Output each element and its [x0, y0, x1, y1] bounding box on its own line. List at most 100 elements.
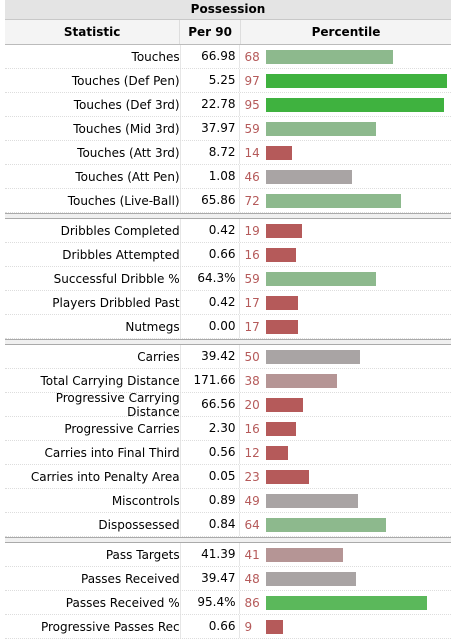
- percentile-cell: 97: [239, 69, 451, 92]
- percentile-bar: [266, 121, 377, 136]
- table-body: Touches 66.98 68 Touches (Def Pen) 5.25 97 Tou…: [5, 45, 451, 639]
- stat-label: Touches (Att 3rd): [77, 145, 180, 160]
- table-row: Players Dribbled Past 0.42 17: [5, 291, 451, 315]
- percentile-bar: [266, 295, 299, 310]
- per90-value: 0.00: [179, 315, 240, 338]
- percentile-value: 19: [244, 223, 260, 238]
- percentile-cell: 49: [239, 489, 451, 512]
- stat-label: Pass Targets: [105, 547, 180, 562]
- percentile-bar: [266, 193, 402, 208]
- percentile-value: 64: [244, 517, 260, 532]
- percentile-value: 38: [244, 373, 260, 388]
- per90-value: 171.66: [179, 369, 240, 392]
- percentile-bar: [266, 517, 387, 532]
- percentile-cell: 17: [239, 291, 451, 314]
- percentile-cell: 86: [239, 591, 451, 614]
- stat-label: Touches (Att Pen): [75, 169, 180, 184]
- stat-label: Carries: [137, 349, 180, 364]
- stat-label: Miscontrols: [111, 493, 180, 508]
- percentile-bar: [266, 373, 338, 388]
- percentile-bar: [266, 469, 310, 484]
- percentile-bar: [266, 271, 377, 286]
- table-row: Touches (Att Pen) 1.08 46: [5, 165, 451, 189]
- table-row: Passes Received % 95.4% 86: [5, 591, 451, 615]
- per90-value: 65.86: [179, 189, 240, 212]
- stat-label: Passes Received: [81, 571, 180, 586]
- percentile-bar: [266, 547, 344, 562]
- table-row: Successful Dribble % 64.3% 59: [5, 267, 451, 291]
- per90-value: 1.08: [179, 165, 240, 188]
- table-row: Progressive Passes Rec 0.66 9: [5, 615, 451, 639]
- per90-value: 0.66: [179, 243, 240, 266]
- percentile-value: 23: [244, 469, 260, 484]
- table-row: Touches (Def Pen) 5.25 97: [5, 69, 451, 93]
- table-row: Passes Received 39.47 48: [5, 567, 451, 591]
- percentile-value: 20: [244, 397, 260, 412]
- stat-label: Carries into Final Third: [44, 445, 180, 460]
- percentile-value: 9: [244, 619, 253, 634]
- table-row: Touches (Mid 3rd) 37.97 59: [5, 117, 451, 141]
- per90-value: 0.84: [179, 513, 240, 536]
- percentile-cell: 9: [239, 615, 451, 638]
- percentile-value: 97: [244, 73, 260, 88]
- percentile-value: 41: [244, 547, 260, 562]
- stat-label: Passes Received %: [65, 595, 180, 610]
- percentile-cell: 48: [239, 567, 451, 590]
- per90-value: 39.42: [179, 345, 240, 368]
- stat-label: Touches (Def 3rd): [73, 97, 180, 112]
- per90-value: 2.30: [179, 417, 240, 440]
- percentile-bar: [266, 595, 428, 610]
- percentile-cell: 68: [239, 45, 451, 68]
- table-row: Touches (Def 3rd) 22.78 95: [5, 93, 451, 117]
- percentile-value: 59: [244, 271, 260, 286]
- stat-label: Progressive Passes Rec: [40, 619, 180, 634]
- percentile-cell: 16: [239, 243, 451, 266]
- percentile-value: 95: [244, 97, 260, 112]
- group-separator: [5, 537, 451, 543]
- percentile-cell: 17: [239, 315, 451, 338]
- header-percentile[interactable]: Percentile: [239, 20, 451, 44]
- header-per90[interactable]: Per 90: [179, 20, 240, 44]
- stat-label: Nutmegs: [125, 319, 180, 334]
- stat-label: Progressive Carries: [64, 421, 180, 436]
- percentile-value: 72: [244, 193, 260, 208]
- percentile-cell: 95: [239, 93, 451, 116]
- percentile-cell: 41: [239, 543, 451, 566]
- possession-table: Possession Statistic Per 90 Percentile T…: [5, 0, 451, 639]
- stat-label: Touches (Live-Ball): [67, 193, 180, 208]
- stat-label: Players Dribbled Past: [52, 295, 180, 310]
- group-separator: [5, 213, 451, 219]
- per90-value: 66.98: [179, 45, 240, 68]
- per90-value: 8.72: [179, 141, 240, 164]
- table-row: Carries into Final Third 0.56 12: [5, 441, 451, 465]
- table-row: Nutmegs 0.00 17: [5, 315, 451, 339]
- percentile-value: 49: [244, 493, 260, 508]
- table-row: Touches 66.98 68: [5, 45, 451, 69]
- per90-value: 0.42: [179, 291, 240, 314]
- percentile-bar: [266, 49, 394, 64]
- percentile-bar: [266, 445, 289, 460]
- table-row: Total Carrying Distance 171.66 38: [5, 369, 451, 393]
- table-row: Dribbles Attempted 0.66 16: [5, 243, 451, 267]
- percentile-cell: 64: [239, 513, 451, 536]
- percentile-value: 16: [244, 421, 260, 436]
- per90-value: 64.3%: [179, 267, 240, 290]
- table-row: Dispossessed 0.84 64: [5, 513, 451, 537]
- percentile-value: 12: [244, 445, 260, 460]
- percentile-cell: 46: [239, 165, 451, 188]
- table-title: Possession: [5, 0, 451, 20]
- per90-value: 0.89: [179, 489, 240, 512]
- per90-value: 41.39: [179, 543, 240, 566]
- per90-value: 37.97: [179, 117, 240, 140]
- stat-label: Successful Dribble %: [53, 271, 180, 286]
- table-row: Touches (Att 3rd) 8.72 14: [5, 141, 451, 165]
- table-row: Progressive Carries 2.30 16: [5, 417, 451, 441]
- percentile-bar: [266, 421, 297, 436]
- percentile-cell: 23: [239, 465, 451, 488]
- percentile-value: 68: [244, 49, 260, 64]
- percentile-cell: 72: [239, 189, 451, 212]
- percentile-bar: [266, 223, 303, 238]
- header-statistic[interactable]: Statistic: [63, 25, 121, 39]
- percentile-value: 86: [244, 595, 260, 610]
- percentile-bar: [266, 349, 361, 364]
